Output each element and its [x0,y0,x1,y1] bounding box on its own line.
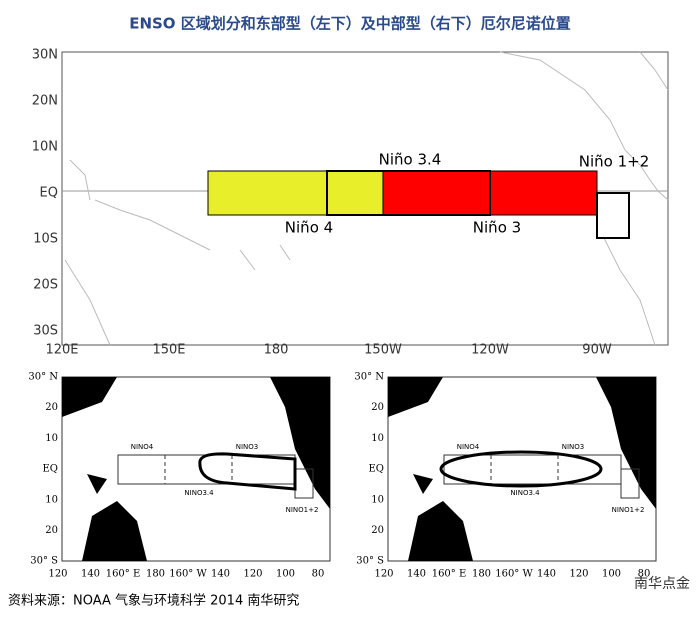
lat-label: 30S [33,324,58,339]
lat-label: 20S [33,278,58,293]
lon-label: 120W [471,343,509,358]
lon-label: 140 [407,569,426,580]
lat-label: 10 [371,494,384,505]
lat-label: 30° N [28,372,58,383]
lat-label: 30° S [30,556,58,567]
lat-label: EQ [369,464,385,475]
lon-label: 160° E [106,569,141,580]
region-label: NINO4 [457,443,480,451]
lat-label: 10S [33,232,58,247]
title: ENSO 区域划分和东部型（左下）及中部型（右下）厄尔尼诺位置 [129,15,571,33]
land [62,377,330,561]
anomaly-loop [439,450,603,488]
lon-label: 180 [472,569,491,580]
lon-label: 120 [569,569,588,580]
source: 资料来源：NOAA 气象与环境科学 2014 南华研究 [8,593,299,609]
lon-label: 180 [264,343,289,358]
region-label: Niño 4 [285,219,333,237]
lon-label: 140 [537,569,556,580]
lon-label: 120 [243,569,262,580]
anomaly-loop [198,452,297,491]
lon-label: 140 [211,569,230,580]
region-label: NINO3 [562,443,585,451]
lat-label: 30° S [356,556,384,567]
lat-label: 20 [371,402,384,413]
panel-tag: (a) [66,382,80,393]
land [388,377,656,561]
region-label: NINO1+2 [286,506,319,514]
lon-label: 150E [152,343,185,358]
lat-label: 10 [45,433,58,444]
nino12-box [596,192,630,239]
lon-label: 140 [81,569,100,580]
lon-label: 100 [602,569,621,580]
lat-label: EQ [40,186,58,201]
lon-label: 180 [146,569,165,580]
lat-label: 10 [45,494,58,505]
lon-label: 90W [582,343,612,358]
lon-label: 80 [312,569,325,580]
lon-label: 160° W [495,569,533,580]
region-label: Niño 3.4 [379,151,442,169]
lon-label: 80 [638,569,651,580]
region-label: Niño 1+2 [579,153,650,171]
lat-label: EQ [43,464,59,475]
lon-label: 150W [364,343,402,358]
panel-tag: (b) [392,382,406,393]
lat-label: 20 [45,525,58,536]
lat-label: 20N [32,94,58,109]
nino4-box [207,170,384,216]
watermark: 南华点金 [634,576,690,592]
lon-label: 160° W [169,569,207,580]
lon-label: 120 [374,569,393,580]
lat-label: 20 [371,525,384,536]
lat-label: 20 [45,402,58,413]
region-label: NINO3.4 [184,489,214,497]
region-label: NINO3.4 [510,489,540,497]
lon-label: 120 [48,569,67,580]
lat-label: 10N [32,140,58,155]
region-label: Niño 3 [473,219,521,237]
lat-label: 30° N [354,372,384,383]
lat-label: 10 [371,433,384,444]
lon-label: 160° E [432,569,467,580]
coastline [64,51,669,346]
region-label: NINO1+2 [612,506,645,514]
region-label: NINO4 [131,443,154,451]
nino12-box [620,468,640,499]
lon-label: 100 [276,569,295,580]
nino34-box [326,170,491,216]
lat-label: 30N [32,48,58,63]
region-label: NINO3 [236,443,259,451]
lon-label: 120E [45,343,78,358]
